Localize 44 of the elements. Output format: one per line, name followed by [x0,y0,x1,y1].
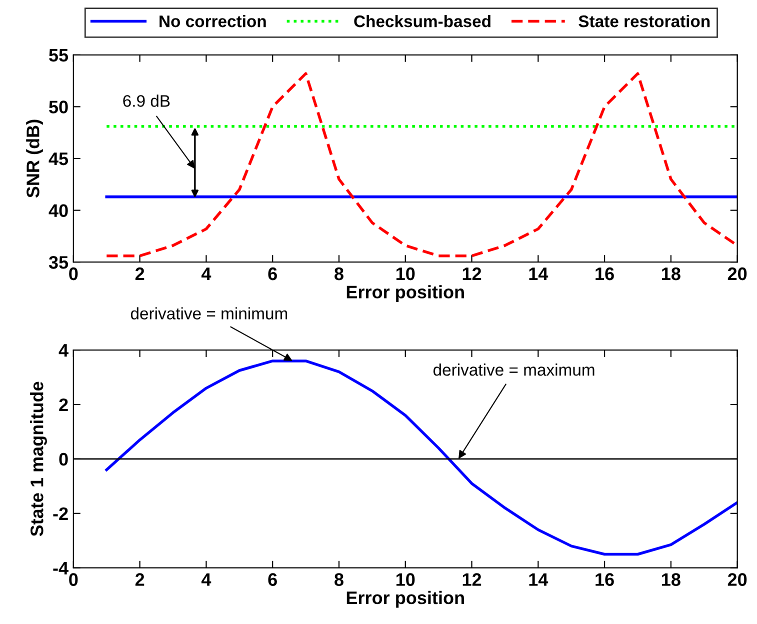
x-tick-label: 10 [396,573,415,586]
x-tick-label: 10 [396,267,415,280]
legend-label: State restoration [578,14,710,28]
x-tick-label: 2 [135,267,144,280]
x-axis-title: Error position [346,590,464,608]
x-tick-label: 2 [135,573,144,586]
x-tick-label: 16 [596,267,614,280]
x-tick-label: 20 [728,573,747,586]
line-series [105,72,738,258]
y-tick-label: -4 [53,562,68,574]
annotation: derivative = minimum [130,307,288,320]
x-tick-label: 4 [201,268,212,280]
line-series [105,360,738,556]
legend-label: No correction [160,14,266,28]
x-tick-label: 18 [662,267,680,280]
x-tick-label: 16 [596,573,614,586]
y-axis-title: State 1 magnitude [30,382,47,536]
x-tick-label: 8 [334,267,344,280]
x-tick-label: 0 [69,267,78,280]
y-tick-label: -2 [53,507,68,520]
y-tick-label: 0 [59,452,68,466]
x-tick-label: 18 [662,573,680,586]
y-tick-label: 2 [59,398,68,412]
x-axis-title: Error position [346,285,464,302]
annotation: 6.9 dB [123,94,170,107]
x-tick-label: 0 [69,573,78,586]
y-tick-label: 40 [48,204,68,218]
x-tick-label: 4 [201,573,212,586]
y-tick-label: 45 [48,152,68,166]
y-tick-label: 35 [48,256,68,269]
x-tick-label: 20 [728,267,747,280]
legend-label: Checksum-based [354,14,490,28]
x-tick-label: 12 [462,267,482,280]
x-tick-label: 6 [268,573,277,586]
annotation: derivative = maximum [433,364,594,376]
x-tick-label: 14 [529,573,548,586]
y-tick-label: 4 [58,344,68,357]
y-tick-label: 50 [49,100,68,114]
x-tick-label: 14 [529,268,548,280]
y-axis-title: SNR (dB) [26,120,43,198]
y-tick-label: 55 [49,49,68,62]
x-tick-label: 12 [462,573,482,586]
x-tick-label: 6 [268,267,277,280]
x-tick-label: 8 [334,573,344,586]
